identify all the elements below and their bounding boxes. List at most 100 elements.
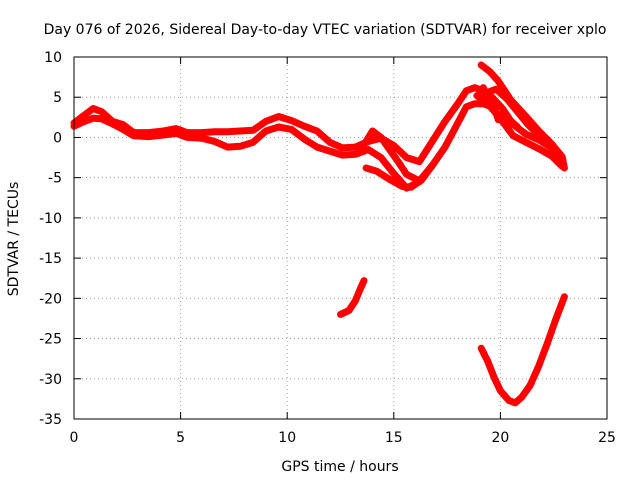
data-point	[326, 139, 333, 146]
data-point	[523, 139, 529, 146]
data-point	[473, 92, 480, 99]
data-point	[527, 382, 534, 389]
data-point	[403, 171, 410, 178]
y-tick-label: -5	[48, 171, 62, 187]
data-point	[339, 144, 346, 151]
data-point	[505, 397, 512, 404]
data-point	[399, 183, 406, 190]
x-tick-label: 20	[491, 430, 509, 446]
data-point	[237, 143, 244, 150]
data-point	[561, 293, 568, 300]
data-point	[90, 115, 97, 122]
data-point	[145, 133, 152, 140]
data-point	[463, 103, 470, 110]
data-point	[552, 316, 559, 323]
data-point	[395, 158, 402, 165]
data-point	[356, 287, 363, 294]
data-point	[535, 145, 542, 152]
data-point	[224, 144, 231, 151]
series-u-curve	[477, 293, 568, 407]
series-lower-segment	[337, 277, 368, 318]
data-point	[346, 307, 352, 314]
x-tick-label: 0	[70, 430, 79, 446]
data-point	[386, 176, 393, 183]
data-point	[173, 130, 180, 137]
data-point	[352, 144, 359, 151]
data-point	[262, 128, 269, 134]
data-point	[361, 277, 367, 284]
chart-title: Day 076 of 2026, Sidereal Day-to-day VTE…	[44, 22, 607, 38]
data-point	[486, 68, 493, 75]
data-point	[442, 144, 448, 151]
y-tick-label: -15	[39, 251, 62, 267]
data-point	[495, 78, 502, 85]
data-point	[548, 152, 555, 159]
data-point	[386, 146, 393, 153]
data-point	[407, 184, 414, 191]
y-tick-label: -30	[39, 372, 62, 388]
data-point	[491, 103, 497, 110]
data-point	[211, 138, 218, 145]
data-point	[499, 105, 506, 112]
data-point	[262, 118, 269, 125]
x-axis-label: GPS time / hours	[281, 459, 398, 475]
data-point	[429, 162, 436, 169]
data-point	[548, 140, 555, 147]
y-tick-label: -10	[39, 211, 62, 227]
data-point	[559, 153, 566, 160]
data-point	[471, 84, 478, 91]
data-point	[495, 116, 502, 123]
data-point	[471, 100, 478, 107]
x-tick-label: 25	[598, 430, 616, 446]
data-point	[250, 139, 257, 146]
x-tick-label: 5	[176, 430, 185, 446]
data-point	[390, 170, 397, 177]
data-point	[90, 105, 97, 112]
x-tick-label: 15	[385, 430, 403, 446]
data-point	[339, 152, 346, 159]
data-point	[480, 91, 487, 97]
data-point	[275, 113, 282, 120]
series-spike-east-4	[479, 85, 543, 139]
data-point	[491, 374, 497, 381]
data-point	[337, 311, 344, 318]
data-point	[224, 128, 231, 135]
data-point	[184, 134, 190, 141]
data-point	[514, 108, 521, 115]
data-point	[403, 154, 410, 161]
data-point	[365, 146, 372, 153]
data-point	[544, 340, 551, 347]
data-point	[535, 362, 542, 369]
data-point	[535, 132, 542, 138]
data-point	[120, 126, 126, 133]
y-tick-label: 5	[53, 90, 62, 106]
data-point	[484, 358, 491, 365]
data-point	[301, 136, 308, 143]
data-point	[478, 345, 485, 352]
data-point	[198, 129, 205, 136]
data-point	[288, 117, 295, 124]
data-point	[373, 168, 380, 175]
data-point	[535, 136, 542, 143]
data-point	[369, 128, 376, 134]
data-point	[109, 120, 116, 127]
y-tick-label: -20	[39, 291, 62, 307]
data-point	[378, 134, 384, 141]
data-point	[561, 165, 568, 171]
data-point	[98, 108, 105, 115]
data-point	[352, 151, 359, 158]
data-point	[363, 165, 370, 171]
axis-ticks: 0 5 10 15 20 25 10 5 0 -5 -10 -15 -20 -25 -30 -35	[39, 50, 616, 446]
data-point	[497, 387, 504, 394]
data-point	[250, 127, 257, 134]
data-point	[454, 100, 461, 107]
data-point	[361, 141, 367, 148]
data-point	[525, 121, 532, 128]
data-point	[510, 132, 517, 139]
data-point	[442, 118, 448, 125]
y-tick-label: 10	[44, 50, 62, 66]
data-point	[378, 154, 384, 161]
data-point	[326, 148, 333, 155]
